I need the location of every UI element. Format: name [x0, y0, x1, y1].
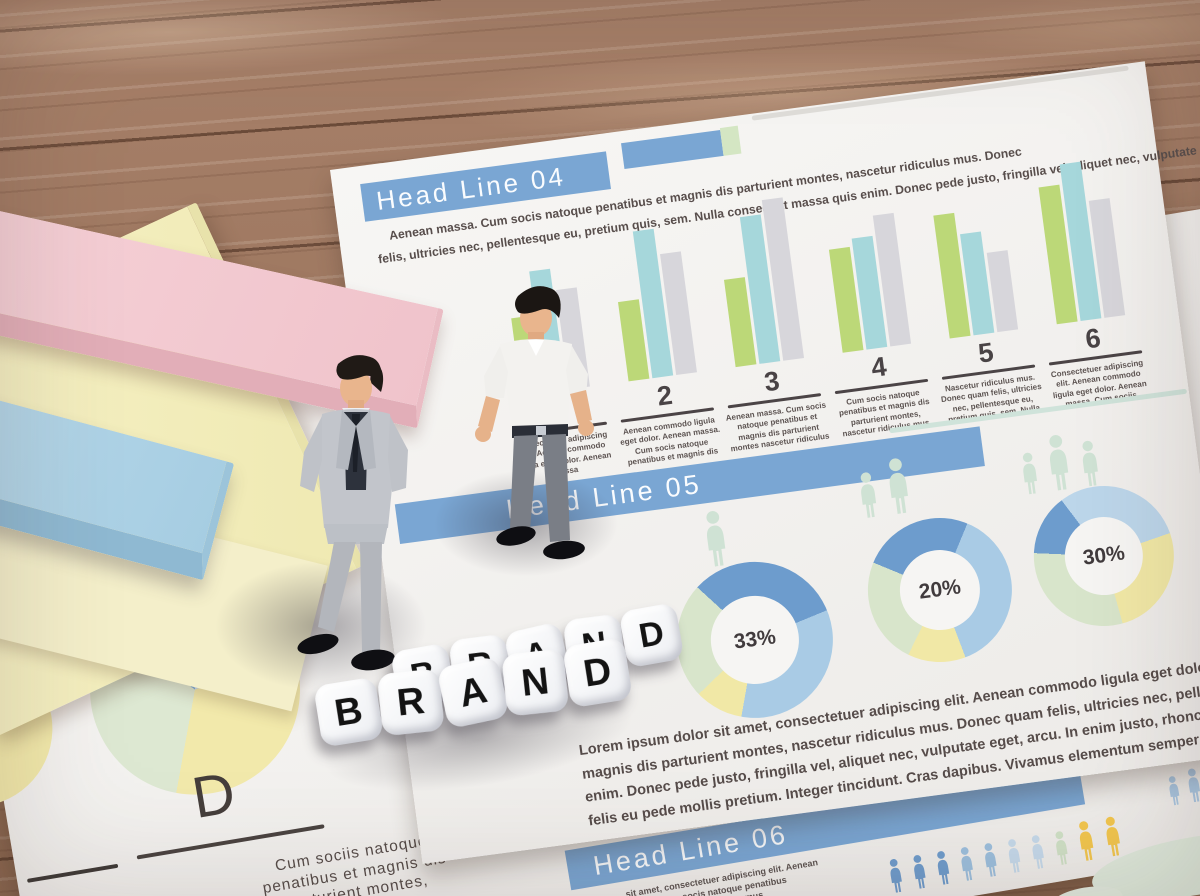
people-pictogram-row	[883, 815, 1127, 894]
person-icon	[1168, 776, 1180, 806]
letter-die: R	[376, 668, 445, 737]
donut-chart-30: 30%	[1025, 477, 1183, 635]
main-infographic-sheet: Head Line 04 Aenean massa. Cum socis nat…	[330, 61, 1200, 864]
letter-die: D	[618, 602, 685, 669]
donut-percent-label: 30%	[1081, 541, 1127, 570]
die-letter: N	[519, 659, 552, 705]
letter-die: A	[436, 655, 510, 730]
bottom-infographic-sheet: D Cum sociis natoque penatibus et magnis…	[0, 188, 1200, 896]
header-accent-cap	[719, 125, 742, 156]
person-icon	[1055, 831, 1068, 865]
person-icon	[1105, 816, 1120, 857]
corner-underline	[26, 863, 119, 883]
people-pair-icons	[1163, 767, 1200, 807]
die-letter: R	[394, 679, 427, 725]
person-icon	[706, 511, 726, 567]
miniature-businessman-gray-suit	[276, 348, 430, 683]
person-icon	[1187, 768, 1200, 803]
bar-group	[1017, 149, 1142, 326]
person-icon	[1079, 821, 1094, 861]
letter-die: D	[562, 637, 633, 709]
people-icons-group	[1014, 429, 1106, 496]
item-text: Cum socis natoque penatibus et magnis di…	[838, 388, 933, 439]
person-icon	[1082, 440, 1098, 487]
die-letter: A	[455, 668, 491, 716]
header-accent-bar	[621, 130, 724, 170]
donut-percent-label: 33%	[732, 625, 778, 654]
person-icon	[1049, 435, 1069, 491]
person-icon	[984, 843, 997, 877]
person-icon	[1031, 835, 1044, 869]
miniature-businessman-white-shirt	[452, 278, 610, 583]
person-icon	[1008, 839, 1021, 873]
person-icon	[1022, 452, 1038, 495]
die-letter: B	[331, 688, 366, 735]
people-icons-group	[851, 456, 917, 519]
person-icon	[960, 847, 973, 881]
person-icon	[889, 458, 908, 514]
person-icon	[937, 851, 950, 885]
person-icon	[913, 855, 926, 889]
letter-die: N	[501, 648, 570, 717]
item-text: Aenean commodo ligula eget dolor. Aenean…	[619, 415, 721, 468]
donut-chart-33: 33%	[667, 552, 843, 728]
shirt-man-illustration	[475, 286, 594, 560]
person-icon	[860, 472, 877, 518]
die-letter: D	[636, 613, 667, 656]
bar-group	[696, 192, 821, 369]
donut-percent-label: 20%	[917, 575, 963, 604]
die-letter: D	[580, 649, 615, 696]
person-icon	[889, 859, 902, 893]
bar-group	[910, 164, 1035, 341]
bar-group	[803, 178, 928, 355]
letter-die: B	[313, 676, 385, 748]
item-text: Aenean massa. Cum socis natoque penatibu…	[725, 400, 830, 454]
people-icons-group	[697, 508, 735, 568]
donut-chart-20: 20%	[859, 509, 1021, 671]
suit-man-illustration	[297, 355, 408, 671]
